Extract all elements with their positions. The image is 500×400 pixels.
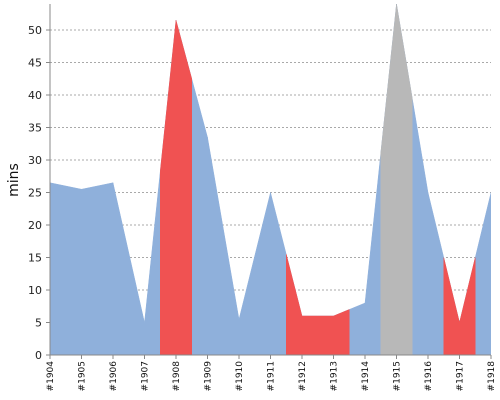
x-tick-label: #1918 <box>487 361 497 392</box>
y-tick-label: 15 <box>28 252 42 265</box>
y-axis-ticks: 0 5 10 15 20 25 30 35 40 45 50 <box>28 24 50 362</box>
y-tick-label: 25 <box>28 187 42 200</box>
x-axis-ticks: #1904 #1905 #1906 #1907 #1908 #1909 #1910 #1911… <box>46 355 497 391</box>
area-series <box>50 4 491 355</box>
x-tick-label: #1917 <box>456 361 466 391</box>
y-tick-label: 30 <box>28 154 42 167</box>
x-tick-label: #1907 <box>141 361 151 391</box>
y-tick-label: 5 <box>35 317 42 330</box>
x-tick-label: #1912 <box>298 361 308 391</box>
highlight-band-1915 <box>380 4 413 355</box>
x-tick-label: #1905 <box>78 361 88 391</box>
area-segment <box>81 182 114 355</box>
x-tick-label: #1914 <box>361 361 371 392</box>
x-tick-label: #1906 <box>109 361 119 392</box>
x-tick-label: #1915 <box>393 361 403 391</box>
area-segment <box>238 192 271 355</box>
highlight-band-1908 <box>160 20 192 355</box>
y-tick-label: 10 <box>28 284 42 297</box>
x-tick-label: #1908 <box>172 361 182 392</box>
x-tick-label: #1911 <box>267 361 277 391</box>
highlight-band-1913 <box>317 309 350 355</box>
x-tick-label: #1913 <box>330 361 340 391</box>
highlight-band-1912 <box>286 254 318 355</box>
y-tick-label: 35 <box>28 122 42 135</box>
x-tick-label: #1904 <box>46 361 56 392</box>
y-tick-label: 50 <box>28 24 42 37</box>
x-tick-label: #1916 <box>424 361 434 392</box>
area-segment <box>207 137 240 355</box>
area-segment <box>112 182 145 355</box>
y-axis-title: mins <box>6 163 22 197</box>
y-tick-label: 0 <box>35 349 42 362</box>
y-tick-label: 40 <box>28 89 42 102</box>
highlight-band-1917 <box>443 257 476 355</box>
x-tick-label: #1910 <box>235 361 245 392</box>
area-segment <box>50 182 82 355</box>
y-tick-label: 45 <box>28 57 42 70</box>
x-tick-label: #1909 <box>204 361 214 392</box>
y-tick-label: 20 <box>28 219 42 232</box>
